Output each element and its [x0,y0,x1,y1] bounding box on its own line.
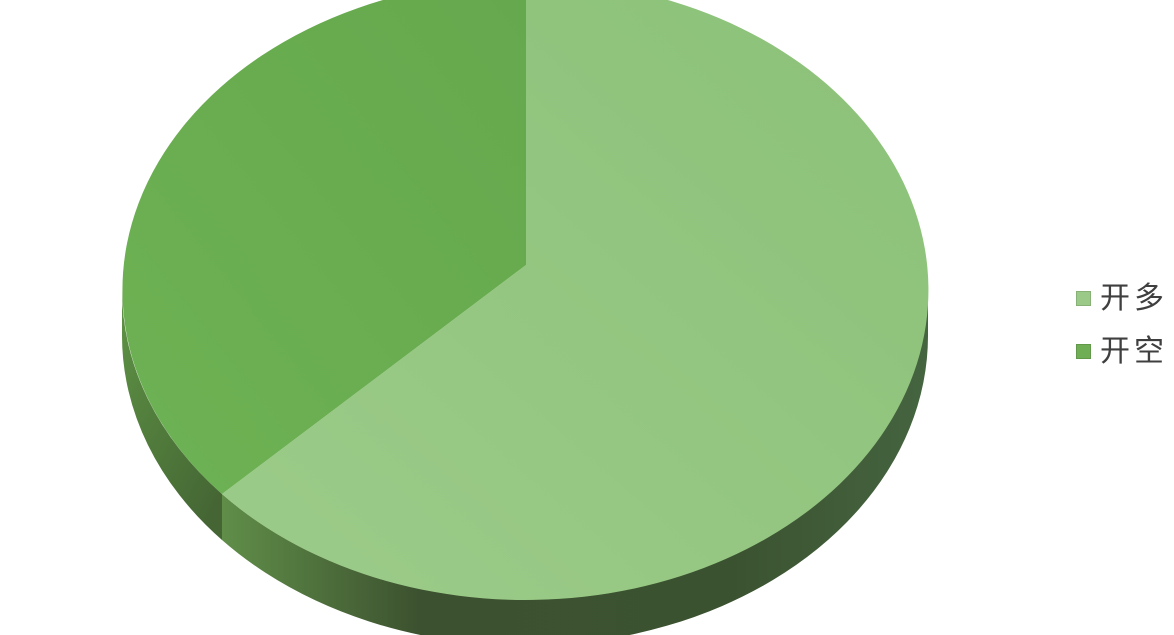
pie-slice-kaiduo[interactable] [222,0,929,600]
legend-label-kaiduo: 开多 [1100,282,1168,315]
chart-legend: 开多 开空 [1076,282,1168,368]
pie-slice-kaikong[interactable] [122,0,526,494]
legend-label-kaikong: 开空 [1100,335,1168,368]
legend-key-swatch-kaiduo [1076,291,1091,306]
pie-side-kaiduo [222,290,928,635]
legend-item-kaikong[interactable]: 开空 [1076,335,1168,368]
legend-key-swatch-kaikong [1076,344,1091,359]
legend-item-kaiduo[interactable]: 开多 [1076,282,1168,315]
pie-side-kaikong [122,290,222,540]
